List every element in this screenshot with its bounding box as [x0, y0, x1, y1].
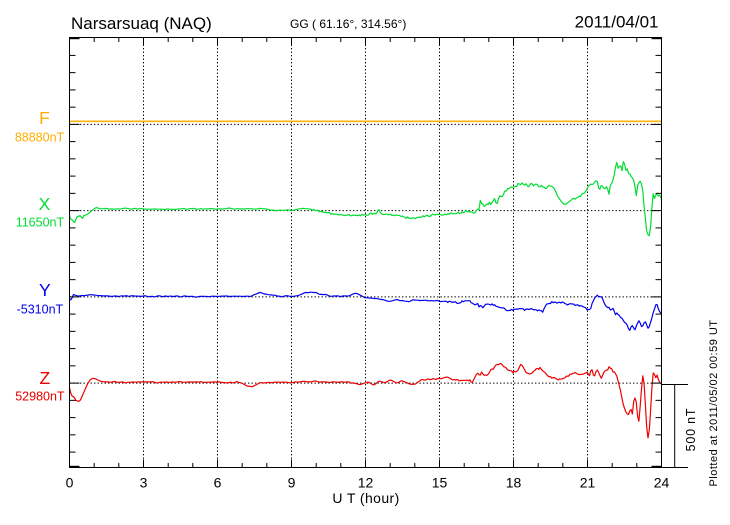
svg-text:U T (hour): U T (hour): [332, 490, 399, 506]
svg-text:-5310nT: -5310nT: [17, 303, 64, 317]
svg-text:15: 15: [432, 475, 448, 491]
svg-text:0: 0: [66, 475, 74, 491]
svg-text:Z: Z: [39, 368, 50, 388]
svg-text:21: 21: [580, 475, 596, 491]
svg-text:F: F: [39, 108, 50, 128]
svg-text:Y: Y: [39, 280, 51, 300]
svg-text:24: 24: [654, 475, 670, 491]
svg-text:500 nT: 500 nT: [684, 408, 698, 452]
svg-text:9: 9: [288, 475, 296, 491]
svg-text:88880nT: 88880nT: [15, 130, 65, 144]
svg-text:X: X: [39, 194, 51, 214]
svg-text:2011/04/01: 2011/04/01: [575, 13, 659, 32]
svg-text:11650nT: 11650nT: [16, 215, 65, 229]
svg-text:12: 12: [358, 475, 374, 491]
svg-text:GG ( 61.16°, 314.56°): GG ( 61.16°, 314.56°): [290, 17, 406, 31]
svg-text:Narsarsuaq (NAQ): Narsarsuaq (NAQ): [71, 14, 212, 33]
svg-text:Plotted at 2011/05/02 00:59 UT: Plotted at 2011/05/02 00:59 UT: [708, 319, 720, 486]
svg-text:6: 6: [214, 475, 222, 491]
svg-text:18: 18: [506, 475, 522, 491]
svg-text:3: 3: [140, 475, 148, 491]
svg-text:52980nT: 52980nT: [15, 389, 65, 403]
